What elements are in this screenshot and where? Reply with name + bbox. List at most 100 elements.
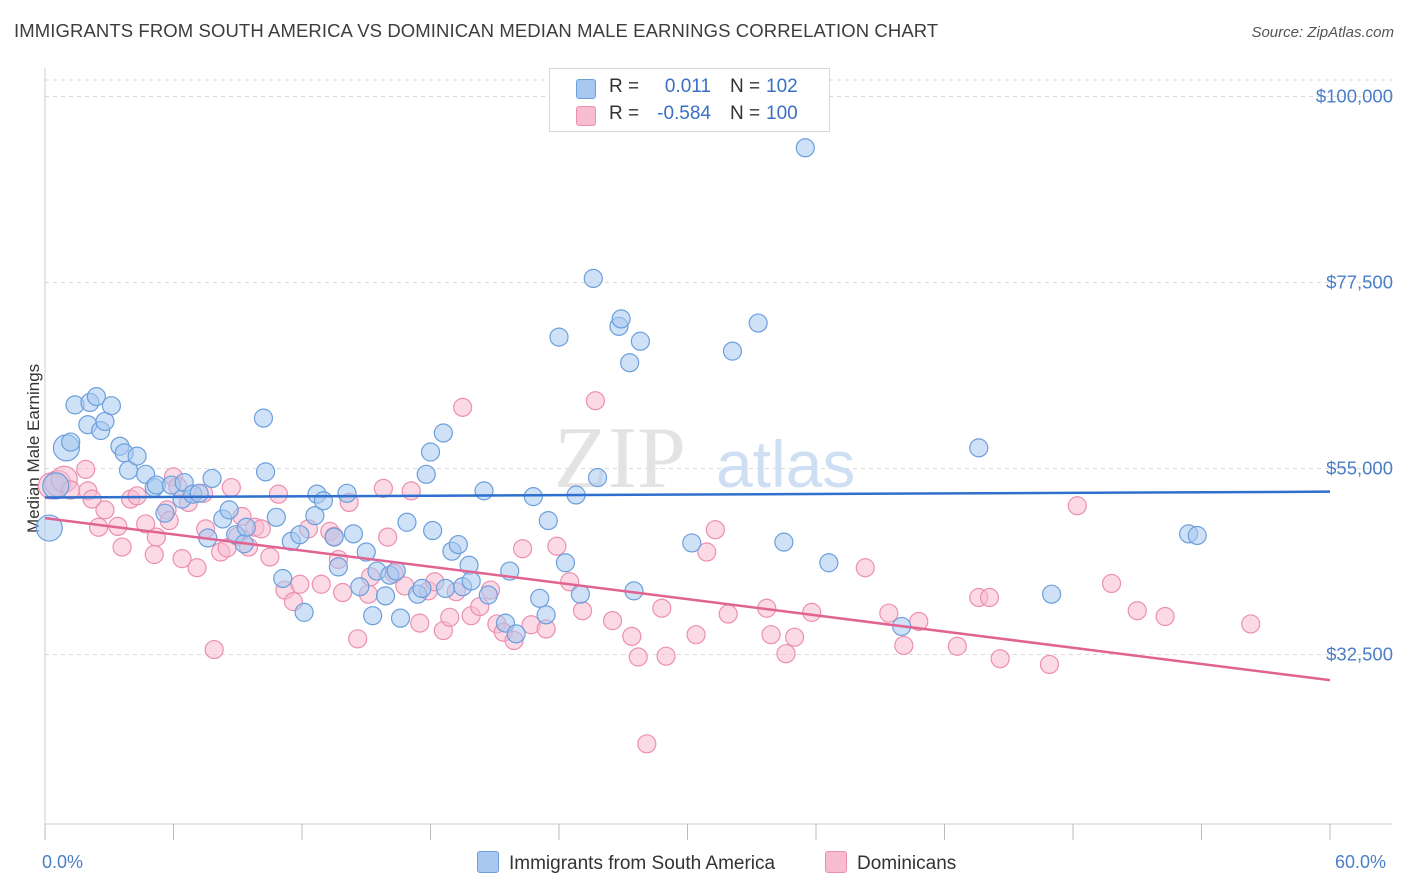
watermark-atlas: atlas	[716, 427, 855, 501]
r-label: R =	[609, 103, 640, 124]
south-america-point-46	[356, 542, 376, 562]
dominicans-point-97	[1039, 654, 1060, 675]
r-label: R =	[609, 76, 640, 97]
south-america-point-72	[530, 588, 550, 608]
south-america-point-93	[969, 438, 989, 458]
dominicans-point-77	[637, 734, 657, 754]
dominicans-point-71	[560, 572, 580, 592]
source-credit: Source: ZipAtlas.com	[1251, 24, 1394, 41]
south-america-point-0	[35, 514, 63, 542]
south-america-point-78	[570, 584, 591, 604]
stats-row-south-america: R = 0.011 N = 102	[550, 73, 829, 101]
dominicans-point-82	[705, 520, 725, 540]
dominicans-point-22	[187, 558, 207, 578]
south-america-point-66	[474, 481, 494, 501]
y-tick-label-3: $100,000	[1316, 86, 1393, 107]
south-america-point-1	[42, 472, 70, 500]
south-america-point-36	[290, 525, 310, 545]
south-america-point-32	[255, 462, 276, 482]
south-america-point-10	[101, 396, 121, 416]
trend-line-south-america	[44, 490, 1331, 499]
n-value: 100	[766, 103, 798, 124]
dominicans-point-76	[628, 647, 648, 667]
legend-label: Dominicans	[857, 853, 957, 874]
dominicans-point-87	[784, 627, 805, 647]
south-america-point-56	[416, 464, 436, 484]
south-america-point-7	[86, 387, 107, 407]
south-america-point-31	[253, 408, 274, 428]
dominicans-point-98	[1067, 496, 1087, 516]
south-america-point-85	[630, 331, 650, 351]
n-label: N =	[730, 76, 761, 97]
dominicans-point-35	[268, 484, 289, 504]
dominicans-point-85	[761, 625, 781, 645]
south-america-point-80	[587, 468, 608, 488]
south-america-point-86	[682, 533, 702, 553]
y-tick-label-1: $55,000	[1326, 458, 1393, 479]
south-america-point-51	[386, 561, 406, 581]
x-tick-max: 60.0%	[1335, 852, 1387, 872]
dominicans-point-70	[547, 536, 567, 556]
south-america-point-23	[189, 483, 209, 503]
dominicans-point-4	[76, 459, 96, 479]
south-america-point-44	[343, 524, 363, 544]
dominicans-point-49	[373, 478, 393, 498]
south-america-point-88	[748, 313, 768, 333]
dominicans-point-50	[378, 527, 398, 547]
axes	[44, 68, 1392, 840]
dominicans-point-73	[585, 391, 606, 411]
legend-swatch-blue	[477, 851, 499, 873]
south-america-point-74	[538, 511, 558, 531]
dominicans-point-14	[144, 544, 164, 565]
dominicans-point-38	[290, 574, 310, 594]
south-america-point-73	[536, 605, 556, 625]
dominicans-point-81	[697, 542, 717, 562]
stats-box: R = 0.011 N = 102 R = -0.584 N = 100	[549, 68, 830, 132]
dominicans-point-102	[1241, 614, 1261, 634]
south-america-point-38	[305, 506, 325, 526]
dominicans-point-7	[88, 517, 109, 537]
south-america-point-49	[375, 586, 396, 606]
r-value: 0.011	[664, 76, 711, 97]
south-america-point-82	[611, 309, 631, 329]
dominicans-point-74	[602, 611, 623, 631]
south-america-point-90	[795, 138, 815, 158]
y-tick-label-2: $77,500	[1326, 272, 1393, 293]
n-label: N =	[730, 103, 761, 124]
dominicans-point-99	[1101, 573, 1122, 594]
dominicans-point-95	[979, 587, 1000, 608]
dominicans-point-54	[410, 613, 430, 633]
legend-swatch-pink	[825, 851, 847, 873]
blue-swatch	[576, 79, 596, 99]
legend-item-south-america[interactable]: Immigrants from South America	[477, 851, 775, 875]
dominicans-point-78	[652, 598, 672, 618]
dominicans-point-10	[112, 537, 132, 557]
dominicans-point-72	[572, 601, 593, 621]
trend-line-dominicans	[44, 516, 1331, 682]
dominicans-point-80	[686, 625, 706, 645]
chart-title: IMMIGRANTS FROM SOUTH AMERICA VS DOMINIC…	[14, 20, 939, 41]
dominicans-point-40	[311, 574, 331, 594]
y-tick-label-0: $32,500	[1326, 644, 1393, 665]
south-america-point-91	[819, 553, 839, 573]
dominicans-point-75	[622, 626, 642, 646]
south-america-point-58	[423, 520, 443, 541]
south-america-point-45	[350, 577, 370, 597]
south-america-point-59	[433, 423, 453, 443]
dominicans-point-60	[453, 397, 473, 417]
south-america-point-52	[390, 608, 411, 628]
dominicans-point-100	[1127, 601, 1147, 621]
dominicans-point-8	[95, 500, 115, 520]
dominicans-point-28	[221, 477, 241, 498]
series-south-america	[35, 138, 1207, 644]
r-value: -0.584	[657, 103, 711, 124]
dominicans-point-44	[333, 582, 353, 603]
legend-item-dominicans[interactable]: Dominicans	[825, 851, 956, 875]
dominicans-point-67	[512, 539, 533, 559]
dominicans-point-79	[656, 646, 676, 666]
dominicans-point-34	[260, 547, 280, 567]
south-america-point-3	[61, 432, 81, 452]
south-america-point-96	[1187, 525, 1207, 546]
dominicans-point-53	[401, 481, 421, 501]
